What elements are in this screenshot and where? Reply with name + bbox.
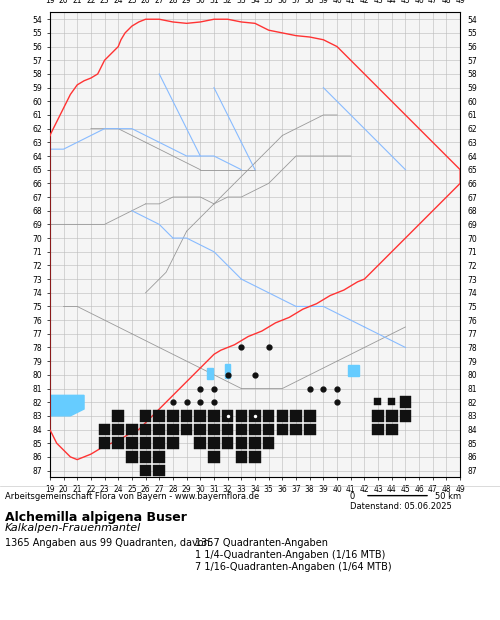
Bar — [140, 423, 151, 435]
Bar — [194, 437, 206, 449]
Text: 1357 Quadranten-Angaben: 1357 Quadranten-Angaben — [195, 538, 328, 547]
Bar — [249, 437, 261, 449]
Bar — [208, 410, 220, 422]
Text: Datenstand: 05.06.2025: Datenstand: 05.06.2025 — [350, 502, 452, 511]
Bar — [154, 410, 165, 422]
Bar — [207, 368, 212, 379]
Bar — [126, 437, 138, 449]
Bar — [276, 410, 288, 422]
Bar — [263, 423, 274, 435]
Bar — [154, 465, 165, 476]
Bar — [154, 451, 165, 463]
Bar — [249, 451, 261, 463]
Bar — [140, 410, 151, 422]
Bar — [236, 437, 247, 449]
Bar — [167, 437, 179, 449]
Polygon shape — [50, 396, 84, 416]
Bar — [98, 437, 110, 449]
Bar — [112, 437, 124, 449]
Bar — [140, 437, 151, 449]
Bar — [400, 396, 411, 408]
Text: Arbeitsgemeinschaft Flora von Bayern - www.bayernflora.de: Arbeitsgemeinschaft Flora von Bayern - w… — [5, 492, 259, 500]
Bar — [304, 423, 316, 435]
Bar — [372, 410, 384, 422]
Bar — [386, 410, 398, 422]
Bar — [98, 423, 110, 435]
Bar — [290, 410, 302, 422]
Bar — [236, 410, 247, 422]
Text: 7 1/16-Quadranten-Angaben (1/64 MTB): 7 1/16-Quadranten-Angaben (1/64 MTB) — [195, 562, 392, 572]
Bar — [348, 365, 359, 376]
Bar — [263, 410, 274, 422]
Bar — [181, 410, 192, 422]
Text: 50 km: 50 km — [435, 492, 461, 500]
Bar — [236, 423, 247, 435]
Text: Alchemilla alpigena Buser: Alchemilla alpigena Buser — [5, 511, 187, 524]
Bar — [249, 423, 261, 435]
Bar — [154, 423, 165, 435]
Bar — [181, 423, 192, 435]
Bar — [276, 423, 288, 435]
Text: 1 1/4-Quadranten-Angaben (1/16 MTB): 1 1/4-Quadranten-Angaben (1/16 MTB) — [195, 550, 386, 560]
Bar — [112, 423, 124, 435]
Bar — [208, 423, 220, 435]
Bar — [194, 423, 206, 435]
Bar — [208, 451, 220, 463]
Bar — [374, 398, 381, 405]
Bar — [290, 423, 302, 435]
Bar — [167, 410, 179, 422]
Bar — [154, 437, 165, 449]
Bar — [140, 465, 151, 476]
Bar — [400, 410, 411, 422]
Bar — [236, 451, 247, 463]
Bar — [194, 410, 206, 422]
Bar — [126, 423, 138, 435]
Bar — [167, 423, 179, 435]
Text: Kalkalpen-Frauenmantel: Kalkalpen-Frauenmantel — [5, 523, 141, 533]
Bar — [222, 423, 234, 435]
Bar — [126, 451, 138, 463]
Bar — [208, 437, 220, 449]
Bar — [225, 364, 230, 378]
Bar — [263, 437, 274, 449]
Bar — [386, 423, 398, 435]
Bar — [388, 398, 394, 405]
Bar — [249, 410, 261, 422]
Bar — [222, 437, 234, 449]
Bar — [140, 451, 151, 463]
Text: 1365 Angaben aus 99 Quadranten, davon:: 1365 Angaben aus 99 Quadranten, davon: — [5, 538, 213, 547]
Bar — [304, 410, 316, 422]
Text: 0: 0 — [350, 492, 355, 500]
Bar — [222, 410, 234, 422]
Bar — [372, 423, 384, 435]
Bar — [112, 410, 124, 422]
